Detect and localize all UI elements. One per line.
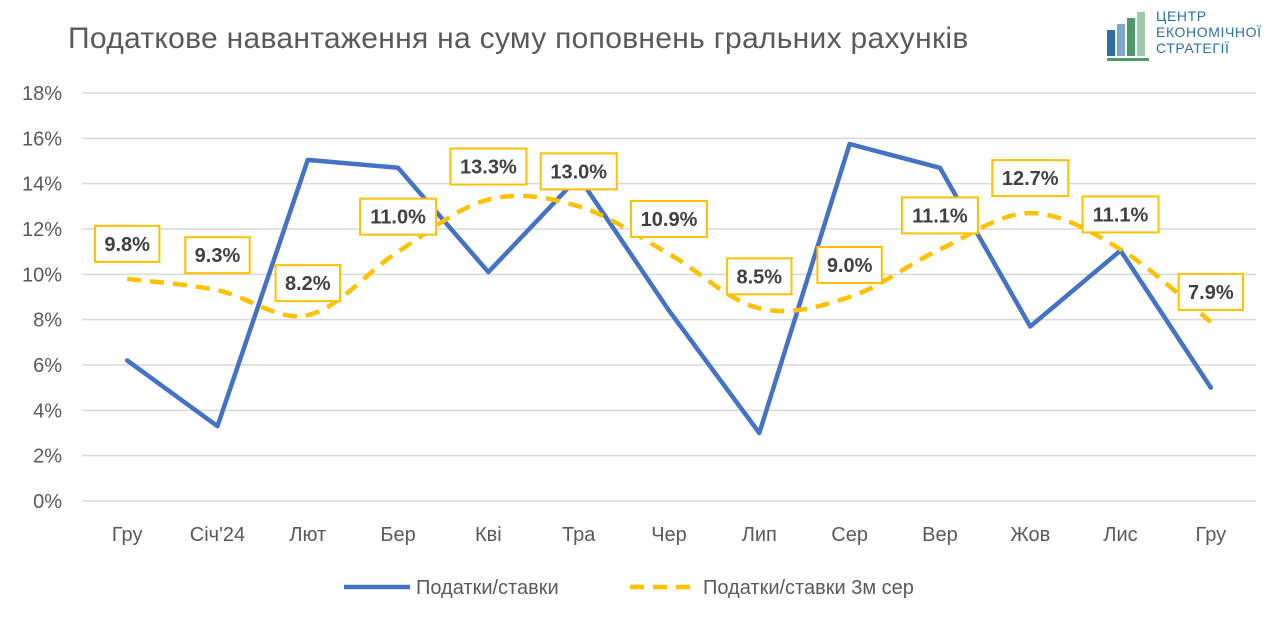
data-label-box (184, 236, 251, 275)
data-label-box (991, 159, 1070, 198)
data-label-box (630, 199, 708, 238)
x-tick-label: Гру (112, 524, 143, 546)
data-label-box (1081, 195, 1160, 234)
data-label: 11.1% (912, 205, 968, 227)
y-tick-label: 6% (33, 355, 62, 377)
data-label: 11.1% (1093, 204, 1149, 226)
y-tick-label: 10% (22, 264, 62, 286)
data-label-box (900, 196, 979, 235)
y-tick-label: 2% (33, 446, 62, 468)
y-tick-label: 8% (33, 310, 62, 332)
x-tick-label: Тра (562, 524, 596, 546)
x-tick-label: Січ'24 (190, 524, 245, 546)
x-tick-label: Лип (742, 524, 777, 546)
data-label-box (274, 264, 341, 303)
y-tick-label: 18% (22, 83, 62, 105)
data-label: 8.5% (737, 266, 783, 288)
data-label: 12.7% (1002, 168, 1059, 190)
x-tick-label: Гру (1196, 524, 1227, 546)
y-tick-label: 0% (33, 491, 62, 513)
x-tick-label: Вер (922, 524, 958, 546)
series-line-taxes-bets-3m-avg (126, 193, 1213, 324)
y-tick-label: 4% (33, 400, 62, 422)
x-tick-label: Бер (380, 524, 415, 546)
data-label-box (359, 197, 438, 236)
data-label-box (539, 152, 618, 191)
data-label-box (449, 147, 528, 186)
y-tick-label: 14% (22, 174, 62, 196)
chart-title: Податкове навантаження на суму поповнень… (68, 22, 969, 55)
data-label-box (93, 224, 161, 263)
series-line-taxes-bets (124, 141, 1214, 436)
logo-line-3: СТРАТЕГІЇ (1156, 40, 1230, 56)
x-tick-label: Жов (1010, 524, 1050, 546)
data-label: 8.2% (285, 273, 331, 295)
data-label-box (1177, 272, 1245, 311)
logo-icon (1107, 12, 1149, 61)
x-tick-label: Лют (289, 524, 326, 546)
y-tick-label: 16% (22, 128, 62, 150)
data-label: 7.9% (1188, 282, 1234, 304)
data-label: 9.0% (827, 255, 873, 277)
logo-line-1: ЦЕНТР (1156, 8, 1207, 24)
data-label: 9.3% (195, 245, 241, 267)
x-tick-label: Кві (475, 524, 502, 546)
x-tick-label: Чер (651, 524, 687, 546)
data-label: 11.0% (370, 207, 426, 229)
data-label-box (816, 246, 883, 284)
legend-label: Податки/ставки 3м сер (703, 577, 914, 599)
data-label: 9.8% (104, 234, 150, 256)
x-tick-label: Лис (1103, 524, 1137, 546)
data-label: 13.3% (460, 157, 517, 179)
data-label: 13.0% (550, 161, 607, 183)
legend-label: Податки/ставки (416, 577, 559, 599)
data-label-box (726, 257, 793, 296)
x-tick-label: Сер (831, 524, 868, 546)
logo-text: ЦЕНТР ЕКОНОМІЧНОЇ СТРАТЕГІЇ (1156, 8, 1262, 56)
logo-line-2: ЕКОНОМІЧНОЇ (1156, 24, 1262, 40)
y-tick-label: 12% (22, 219, 62, 241)
data-label: 10.9% (641, 209, 698, 231)
